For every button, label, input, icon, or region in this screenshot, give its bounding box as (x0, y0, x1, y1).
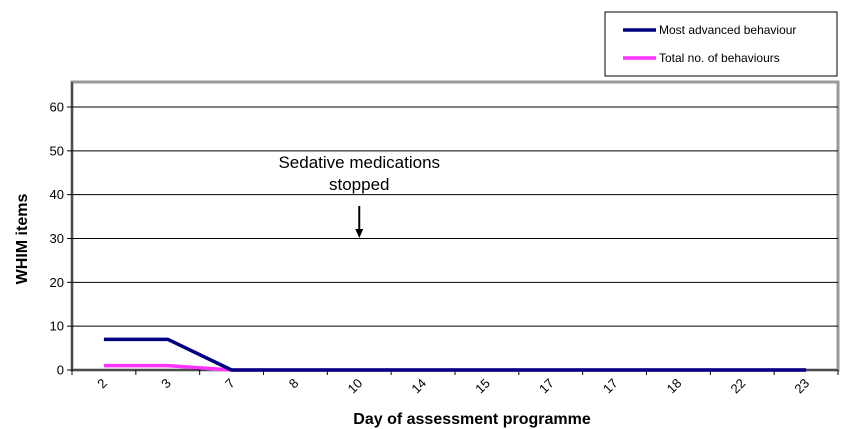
series-lines (103, 337, 807, 372)
y-axis-ticks: 0 10 20 30 40 50 60 (50, 82, 73, 378)
x-tick-label: 23 (791, 376, 812, 397)
x-axis-title: Day of assessment programme (353, 411, 591, 428)
x-tick-label: 2 (94, 376, 110, 392)
annotation-line-2: stopped (329, 175, 390, 194)
x-tick-label: 3 (158, 376, 174, 392)
y-axis-title: WHIM items (14, 194, 31, 285)
legend: Most advanced behaviour Total no. of beh… (604, 11, 838, 77)
y-tick-label: 30 (50, 231, 64, 246)
y-tick-label: 40 (50, 187, 64, 202)
x-tick-label: 17 (536, 376, 557, 397)
x-tick-label: 7 (222, 376, 238, 392)
x-tick-label: 14 (408, 376, 429, 397)
y-tick-label: 0 (57, 363, 64, 378)
legend-label-most-advanced: Most advanced behaviour (659, 23, 796, 37)
y-tick-label: 10 (50, 319, 64, 334)
y-tick-label: 60 (50, 100, 64, 115)
legend-box (604, 11, 838, 77)
x-axis-ticks: 2 3 7 8 10 14 15 17 17 18 22 23 (71, 370, 839, 397)
x-tick-label: 15 (472, 376, 493, 397)
plot-area-frame (70, 80, 840, 372)
y-tick-label: 20 (50, 275, 64, 290)
x-tick-label: 22 (728, 376, 749, 397)
x-tick-label: 8 (286, 376, 302, 392)
x-tick-label: 17 (600, 376, 621, 397)
annotation-line-1: Sedative medications (278, 153, 440, 172)
y-tick-label: 50 (50, 143, 64, 158)
x-tick-label: 10 (345, 376, 366, 397)
x-tick-label: 18 (664, 376, 685, 397)
legend-label-total: Total no. of behaviours (659, 51, 780, 65)
annotation-arrow-head (355, 229, 364, 238)
annotation: Sedative medications stopped (278, 153, 440, 238)
series-line (103, 337, 807, 372)
